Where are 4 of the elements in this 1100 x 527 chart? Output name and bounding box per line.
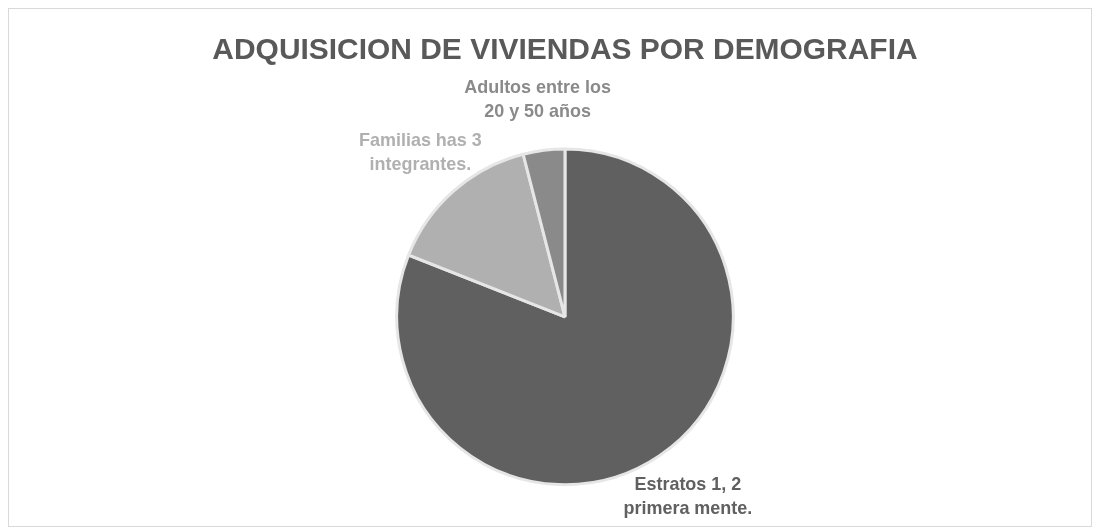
slice-label: Adultos entre los 20 y 50 años: [464, 77, 611, 122]
slice-label: Estratos 1, 2 primera mente.: [623, 474, 753, 519]
chart-title: ADQUISICION DE VIVIENDAS POR DEMOGRAFIA: [212, 32, 918, 66]
slice-label: Familias has 3 integrantes.: [359, 130, 482, 175]
